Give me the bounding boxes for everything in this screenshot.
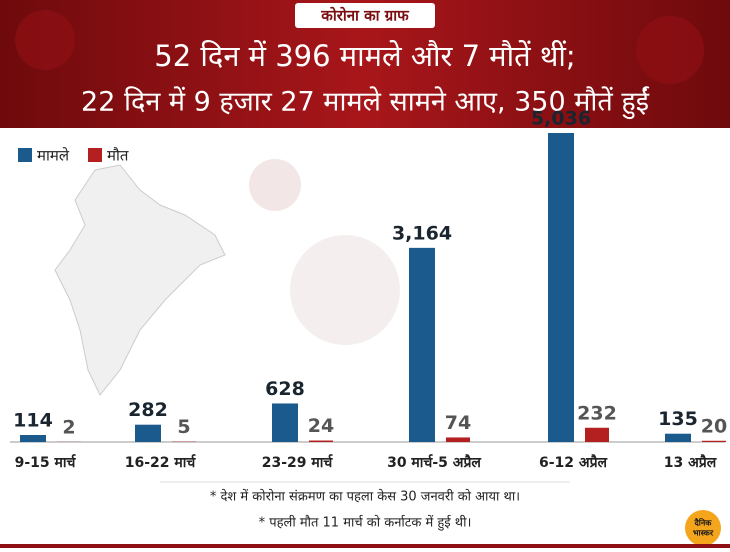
x-tick-label: 16-22 मार्च bbox=[125, 454, 197, 471]
value-label: 114 bbox=[13, 410, 53, 432]
logo: भास्कर bbox=[693, 529, 714, 538]
tag: कोरोना का ग्राफ bbox=[320, 7, 410, 25]
value-label: 2 bbox=[62, 416, 75, 438]
bar bbox=[135, 425, 161, 442]
logo: दैनिक bbox=[694, 518, 713, 528]
virus-deco bbox=[249, 159, 301, 211]
x-tick-label: 23-29 मार्च bbox=[262, 454, 334, 471]
legend-label: मामले bbox=[37, 147, 70, 165]
value-label: 5 bbox=[177, 416, 190, 438]
value-label: 20 bbox=[701, 415, 727, 437]
value-label: 3,164 bbox=[392, 222, 452, 244]
footer-strip bbox=[0, 544, 730, 548]
x-tick-label: 30 मार्च-5 अप्रैल bbox=[387, 454, 481, 471]
bar bbox=[665, 434, 691, 442]
value-label: 232 bbox=[577, 402, 617, 424]
bar bbox=[446, 437, 470, 442]
value-label: 24 bbox=[308, 415, 334, 437]
bar bbox=[309, 441, 333, 442]
bar bbox=[548, 133, 574, 442]
bar bbox=[20, 435, 46, 442]
x-tick-label: 6-12 अप्रैल bbox=[539, 454, 608, 471]
x-tick-label: 9-15 मार्च bbox=[15, 454, 77, 471]
note: * पहली मौत 11 मार्च को कर्नाटक में हुई थ… bbox=[259, 515, 472, 532]
bar bbox=[272, 403, 298, 442]
legend-label: मौत bbox=[107, 147, 129, 165]
chart-title: 52 दिन में 396 मामले और 7 मौतें थीं; bbox=[154, 39, 575, 73]
virus-deco bbox=[636, 16, 704, 84]
value-label: 74 bbox=[445, 412, 471, 434]
virus-deco bbox=[15, 10, 75, 70]
bar bbox=[585, 428, 609, 442]
virus-deco bbox=[290, 235, 400, 345]
value-label: 628 bbox=[265, 378, 305, 400]
bar bbox=[409, 248, 435, 442]
value-label: 282 bbox=[128, 399, 168, 421]
value-label: 135 bbox=[658, 408, 698, 430]
india-map bbox=[55, 165, 225, 395]
value-label: 5,036 bbox=[531, 108, 591, 130]
bar bbox=[702, 441, 726, 442]
x-tick-label: 13 अप्रैल bbox=[664, 454, 717, 471]
legend-swatch bbox=[88, 148, 102, 162]
note: * देश में कोरोना संक्रमण का पहला केस 30 … bbox=[210, 489, 520, 505]
legend-swatch bbox=[18, 148, 32, 162]
